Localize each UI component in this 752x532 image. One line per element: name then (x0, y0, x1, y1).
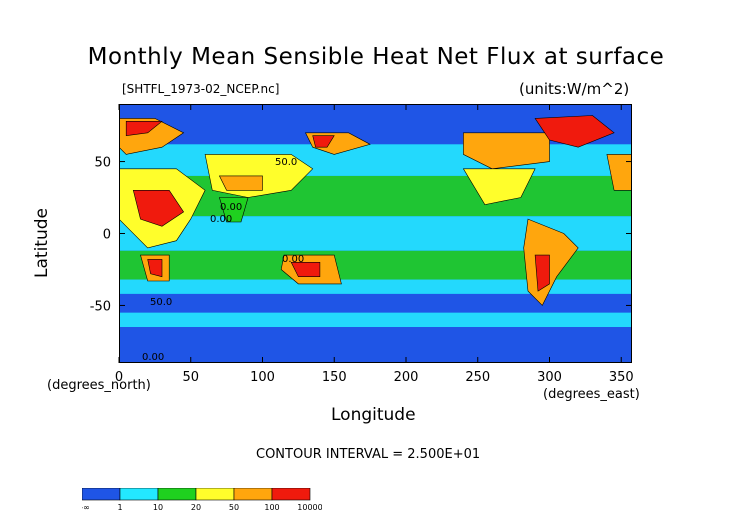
colorbar: -∞ 1 10 20 50 100 10000 (82, 488, 322, 512)
land-mass (132, 190, 185, 227)
colorbar-tick-label: 50 (229, 503, 239, 512)
x-tick-label: 100 (250, 370, 275, 385)
contour-label: 0.00 (220, 202, 242, 213)
file-label: [SHTFL_1973-02_NCEP.nc] (122, 82, 280, 96)
colorbar-tick-label: 10 (153, 503, 163, 512)
x-tick-label: 350 (609, 370, 634, 385)
contour-label: 0.00 (142, 352, 164, 363)
zonal-band (119, 279, 632, 294)
units-label: (units:W/m^2) (519, 80, 630, 98)
land-mass (218, 175, 263, 191)
zonal-band (119, 312, 632, 328)
land-mass (125, 120, 163, 137)
contour-label: 0.00 (282, 254, 304, 265)
y-units-label: (degrees_north) (47, 378, 151, 393)
x-tick-label: 50 (182, 370, 199, 385)
land-mass (606, 154, 632, 191)
land-mass (534, 254, 550, 292)
land-mass (534, 115, 615, 148)
contour-label: 0.00 (210, 214, 232, 225)
colorbar-tick-label: 100 (264, 503, 279, 512)
land-mass (147, 259, 163, 278)
chart-title: Monthly Mean Sensible Heat Net Flux at s… (87, 44, 665, 70)
zonal-band (119, 293, 632, 313)
x-tick-label: 300 (537, 370, 562, 385)
contour-label: 50.0 (275, 157, 297, 168)
contour-label: 50.0 (150, 297, 172, 308)
zonal-band (119, 327, 632, 363)
y-tick-label: 50 (94, 156, 111, 171)
land-mass (290, 262, 321, 277)
zonal-band (119, 144, 632, 176)
contour-interval-label: CONTOUR INTERVAL = 2.500E+01 (256, 447, 481, 462)
colorbar-segment (233, 488, 273, 501)
colorbar-segment (195, 488, 235, 501)
colorbar-tick-label: 20 (191, 503, 201, 512)
land-mass (218, 197, 249, 223)
x-tick-label: 150 (322, 370, 347, 385)
colorbar-tick-label: 10000 (297, 503, 322, 512)
land-mass (312, 135, 335, 148)
colorbar-segment (119, 488, 159, 501)
x-tick-label: 250 (465, 370, 490, 385)
colorbar-segment (271, 488, 311, 501)
colorbar-segment (157, 488, 197, 501)
x-tick-label: 200 (394, 370, 419, 385)
land-mass (462, 168, 536, 206)
colorbar-tick-label: -∞ (82, 503, 90, 512)
y-axis-label: Latitude (32, 208, 52, 278)
land-mass (463, 132, 550, 170)
y-tick-label: 0 (103, 228, 111, 243)
x-units-label: (degrees_east) (543, 387, 640, 402)
zonal-band (119, 175, 632, 217)
colorbar-tick-label: 1 (117, 503, 122, 512)
y-tick-label: -50 (90, 299, 111, 314)
colorbar-segment (82, 488, 121, 501)
x-axis-label: Longitude (331, 405, 416, 425)
